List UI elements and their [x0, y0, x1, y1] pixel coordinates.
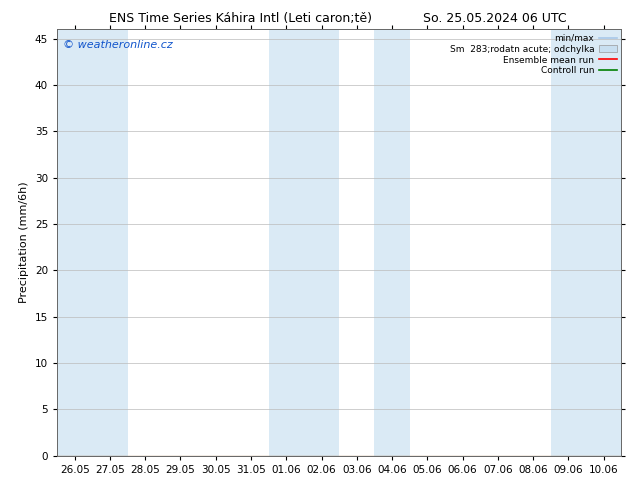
Bar [57, 29, 93, 456]
Bar [269, 29, 304, 456]
Bar [375, 29, 410, 456]
Text: © weatheronline.cz: © weatheronline.cz [63, 40, 172, 50]
Bar [551, 29, 586, 456]
Y-axis label: Precipitation (mm/6h): Precipitation (mm/6h) [19, 182, 29, 303]
Text: ENS Time Series Káhira Intl (Leti caron;tě): ENS Time Series Káhira Intl (Leti caron;… [110, 12, 372, 25]
Text: So. 25.05.2024 06 UTC: So. 25.05.2024 06 UTC [423, 12, 566, 25]
Bar [93, 29, 127, 456]
Bar [586, 29, 621, 456]
Bar [304, 29, 339, 456]
Legend: min/max, Sm  283;rodatn acute; odchylka, Ensemble mean run, Controll run: min/max, Sm 283;rodatn acute; odchylka, … [450, 34, 617, 75]
